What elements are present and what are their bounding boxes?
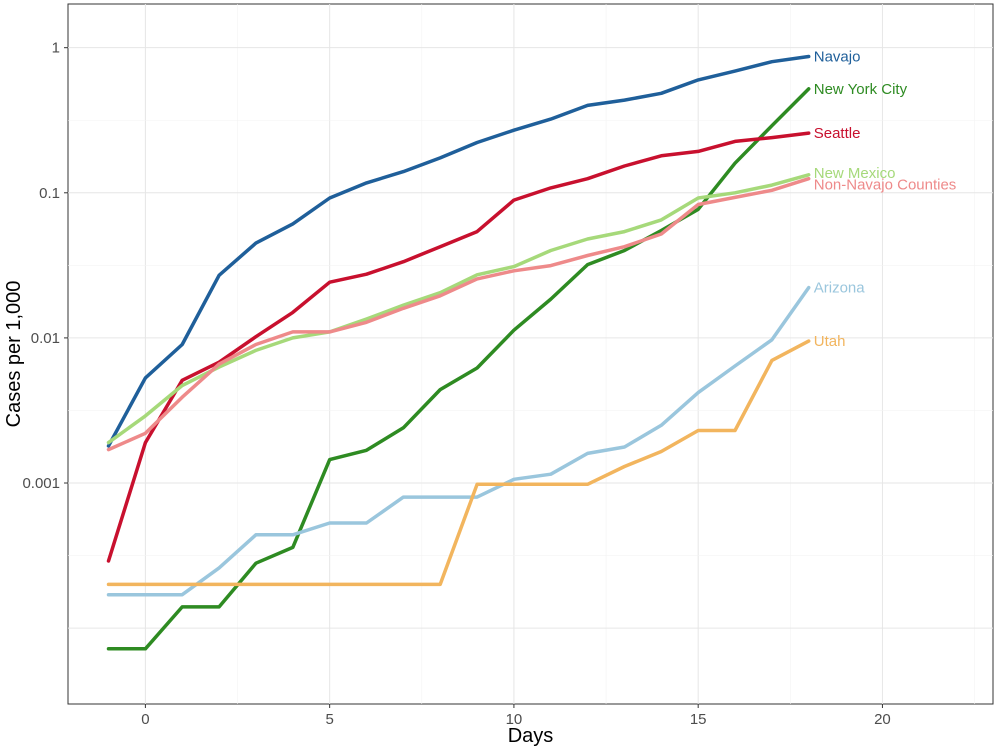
x-tick-label: 15 (690, 711, 707, 728)
series-line-new-mexico (106, 173, 811, 445)
series-line-new-york-city (106, 87, 811, 651)
series-lines (106, 54, 811, 651)
series-label-new-york-city: New York City (814, 81, 908, 98)
y-tick-label: 0.1 (39, 185, 60, 202)
series-line-arizona (106, 285, 811, 597)
x-tick-label: 10 (506, 711, 523, 728)
y-tick-label: 0.01 (31, 330, 60, 347)
series-label-non-navajo-counties: Non-Navajo Counties (814, 177, 957, 194)
plot-panel (67, 3, 994, 705)
x-tick-label: 5 (325, 711, 333, 728)
y-axis-title: Cases per 1,000 (3, 281, 25, 428)
series-labels: Navajo New York City Seattle New MexicoNon-… (814, 48, 957, 350)
series-line-non-navajo-counties (106, 176, 811, 452)
series-line-seattle (106, 131, 811, 563)
x-tick-label: 20 (874, 711, 891, 728)
series-label-seattle: Seattle (814, 125, 861, 142)
x-axis-title: Days (508, 725, 554, 747)
series-label-new-mexico: New Mexico (814, 165, 896, 182)
y-axis-ticks: 0.001 0.01 0.1 1 (22, 40, 68, 492)
x-tick-label: 0 (141, 711, 149, 728)
x-axis-ticks: 0 5 10 15 20 (141, 704, 891, 728)
y-tick-label: 0.001 (22, 475, 60, 492)
y-tick-label: 1 (52, 40, 60, 57)
series-label-navajo: Navajo (814, 48, 861, 65)
series-label-arizona: Arizona (814, 280, 866, 297)
series-label-utah: Utah (814, 333, 846, 350)
series-line-utah (106, 339, 811, 587)
series-line-navajo (106, 54, 811, 448)
